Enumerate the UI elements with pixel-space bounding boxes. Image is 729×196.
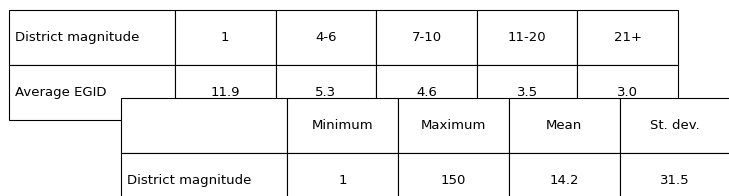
Text: 1: 1: [221, 31, 230, 44]
Bar: [398, 153, 509, 196]
Bar: [509, 153, 620, 196]
Bar: [509, 98, 620, 153]
Bar: [121, 153, 287, 196]
Text: 150: 150: [441, 174, 466, 187]
Text: 3.0: 3.0: [617, 86, 638, 99]
Text: 5.3: 5.3: [316, 86, 336, 99]
Bar: [121, 98, 287, 153]
Text: Minimum: Minimum: [312, 119, 373, 132]
Bar: [175, 10, 276, 65]
Bar: [9, 10, 175, 65]
Bar: [276, 10, 376, 65]
Bar: [9, 65, 175, 120]
Text: 1: 1: [338, 174, 347, 187]
Text: 21+: 21+: [614, 31, 642, 44]
Bar: [398, 98, 509, 153]
Text: 14.2: 14.2: [550, 174, 579, 187]
Text: District magnitude: District magnitude: [15, 31, 139, 44]
Bar: [477, 65, 577, 120]
Text: 11.9: 11.9: [211, 86, 240, 99]
Bar: [276, 65, 376, 120]
Bar: [376, 10, 477, 65]
Text: 4.6: 4.6: [416, 86, 437, 99]
Text: Average EGID: Average EGID: [15, 86, 106, 99]
Bar: [577, 10, 678, 65]
Bar: [620, 153, 729, 196]
Text: 31.5: 31.5: [660, 174, 690, 187]
Bar: [376, 65, 477, 120]
Bar: [175, 65, 276, 120]
Bar: [577, 65, 678, 120]
Bar: [477, 10, 577, 65]
Text: Mean: Mean: [546, 119, 582, 132]
Bar: [287, 98, 398, 153]
Text: 7-10: 7-10: [411, 31, 442, 44]
Bar: [620, 98, 729, 153]
Text: District magnitude: District magnitude: [127, 174, 252, 187]
Text: Maximum: Maximum: [421, 119, 486, 132]
Text: St. dev.: St. dev.: [650, 119, 700, 132]
Text: 3.5: 3.5: [517, 86, 537, 99]
Text: 4-6: 4-6: [315, 31, 337, 44]
Text: 11-20: 11-20: [508, 31, 546, 44]
Bar: [287, 153, 398, 196]
